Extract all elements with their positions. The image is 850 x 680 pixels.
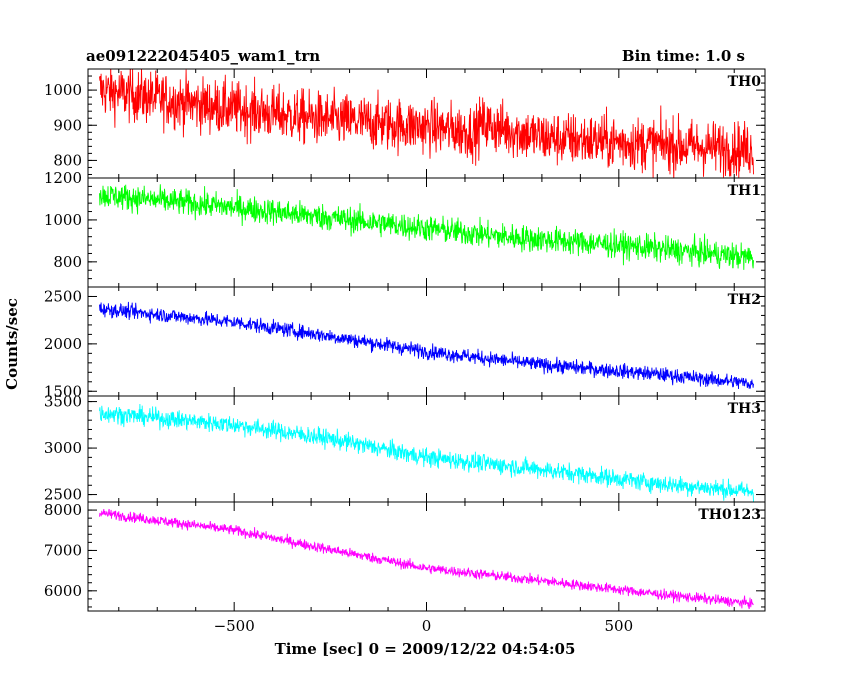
panel-label-th0123: TH0123 — [698, 507, 761, 523]
bin-time-label: Bin time: 1.0 s — [622, 47, 745, 65]
panel-th3: 2500 3000 3500 TH3 — [44, 393, 766, 504]
panel-th1: 800 1000 1200 TH1 — [44, 169, 766, 288]
y-tick-label: 2500 — [44, 287, 82, 305]
panel-th0123: 6000 7000 8000 TH0123 — [44, 501, 766, 612]
series-line-th1 — [99, 184, 754, 270]
series-line-th2 — [99, 301, 754, 390]
y-tick-label: 1500 — [44, 382, 82, 400]
y-tick-label: 800 — [53, 151, 82, 169]
y-tick-label: 7000 — [44, 541, 82, 559]
y-axis-title: Counts/sec — [3, 298, 21, 390]
panel-th0: 800 900 1000 TH0 — [44, 68, 766, 179]
series-line-th0123 — [99, 508, 754, 610]
x-tick-label: −500 — [214, 617, 255, 635]
series-line-th3 — [99, 403, 754, 502]
panels-group: 800 900 1000 TH0 800 1000 1200 TH1 1500 2000 2500 T… — [44, 68, 766, 635]
y-tick-label: 2500 — [44, 486, 82, 504]
y-tick-label: 900 — [53, 116, 82, 134]
y-tick-label: 1000 — [44, 211, 82, 229]
panel-label-th3: TH3 — [728, 401, 761, 417]
y-tick-label: 3000 — [44, 439, 82, 457]
panel-th2: 1500 2000 2500 TH2 — [44, 286, 766, 400]
y-tick-label: 2000 — [44, 335, 82, 353]
y-tick-label: 1200 — [44, 169, 82, 187]
y-tick-label: 6000 — [44, 582, 82, 600]
panel-label-th2: TH2 — [728, 292, 761, 308]
panel-label-th1: TH1 — [728, 183, 761, 199]
chart-title: ae091222045405_wam1_trn — [86, 47, 320, 65]
panel-label-th0: TH0 — [728, 74, 762, 90]
x-tick-label: 500 — [605, 617, 634, 635]
x-axis-title: Time [sec] 0 = 2009/12/22 04:54:05 — [275, 640, 576, 658]
y-tick-label: 8000 — [44, 501, 82, 519]
x-tick-label: 0 — [422, 617, 432, 635]
y-tick-label: 800 — [53, 253, 82, 271]
y-tick-label: 3500 — [44, 393, 82, 411]
series-line-th0 — [99, 69, 754, 178]
y-tick-label: 1000 — [44, 81, 82, 99]
